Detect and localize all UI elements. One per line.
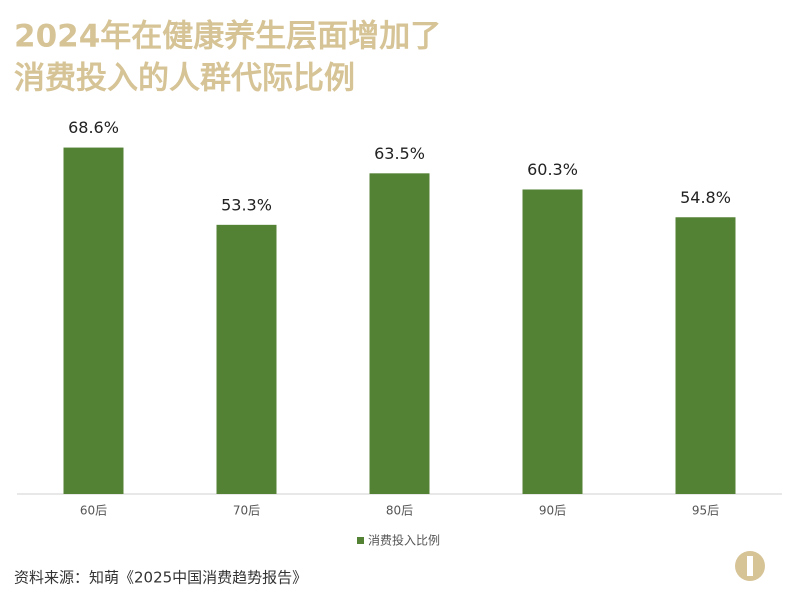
- x-tick-label: 80后: [386, 504, 413, 518]
- bar: [675, 217, 736, 494]
- bar: [369, 173, 430, 494]
- data-label: 68.6%: [68, 118, 119, 137]
- logo: [735, 551, 765, 581]
- x-tick-label: 90后: [539, 504, 566, 518]
- legend-label: 消费投入比例: [368, 533, 440, 548]
- x-tick-label: 70后: [233, 504, 260, 518]
- chart-title: 2024年在健康养生层面增加了: [14, 19, 441, 55]
- legend-swatch: [357, 537, 364, 544]
- bar: [216, 224, 277, 494]
- source-note: 资料来源：知萌《2025中国消费趋势报告》: [14, 569, 307, 587]
- data-label: 63.5%: [374, 144, 425, 163]
- bar: [63, 147, 124, 494]
- x-tick-label: 95后: [692, 504, 719, 518]
- data-label: 53.3%: [221, 195, 272, 214]
- data-label: 60.3%: [527, 160, 578, 179]
- bar: [522, 189, 583, 495]
- x-tick-label: 60后: [80, 504, 107, 518]
- chart-title: 消费投入的人群代际比例: [14, 61, 355, 97]
- data-label: 54.8%: [680, 188, 731, 207]
